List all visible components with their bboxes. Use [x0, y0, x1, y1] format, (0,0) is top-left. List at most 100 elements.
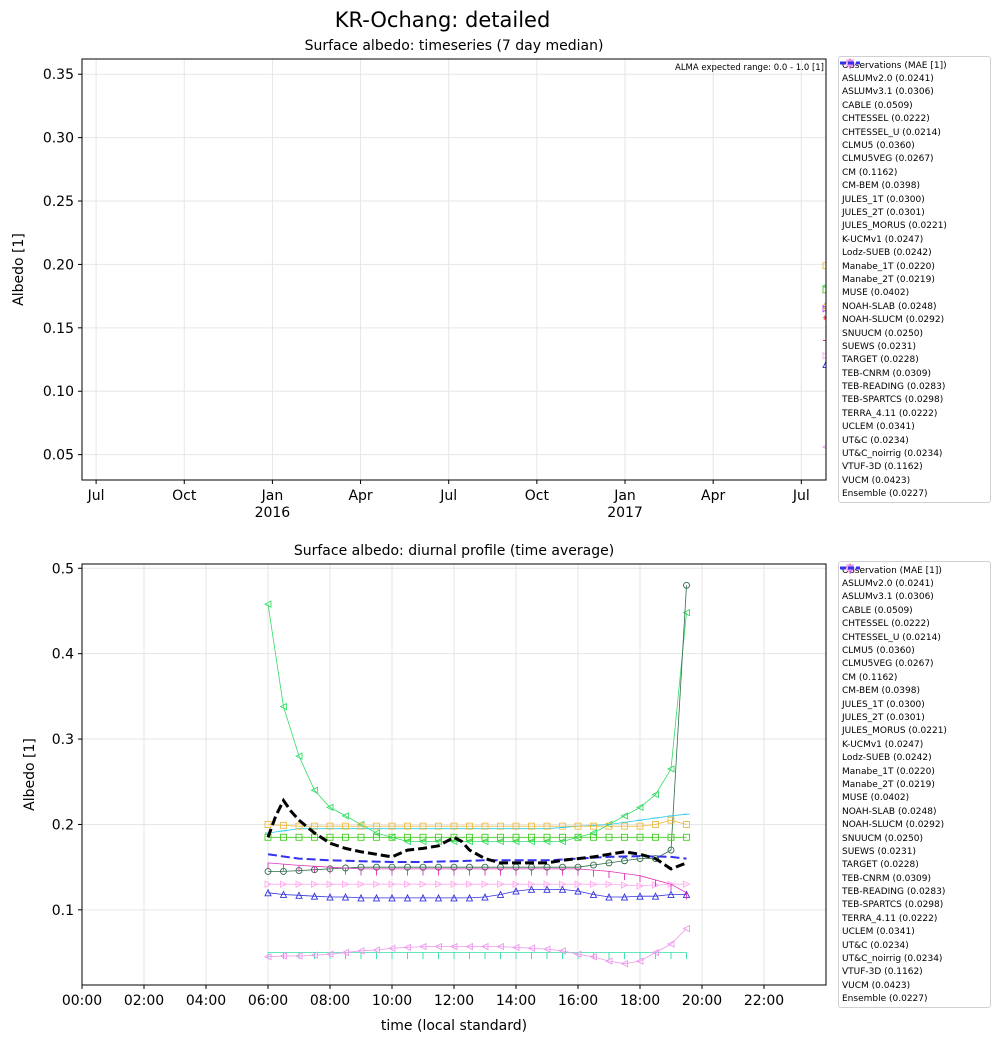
y-tick-label: 0.20 — [43, 257, 74, 273]
legend-label: CHTESSEL (0.0222) — [842, 114, 930, 125]
series-marker-vucm — [388, 880, 397, 888]
series-marker-muse — [559, 822, 566, 830]
legend-label: VUCM (0.0423) — [842, 980, 911, 991]
series-marker-muse — [683, 821, 690, 828]
series-marker-vucm — [574, 880, 583, 888]
legend-label: UT&C (0.0234) — [842, 940, 909, 951]
series-marker-vtuf-3d — [496, 942, 504, 951]
legend-item: TERRA_4.11 (0.0222) — [840, 59, 988, 420]
series-marker-muse — [667, 816, 675, 824]
series-marker-cable — [481, 893, 489, 901]
series-marker-cable — [357, 893, 365, 902]
legend-item: TEB-SPARTCS (0.0298) — [840, 62, 988, 407]
diurnal-plot: 0.1 0.2 0.3 0.4 0.5 00:00 02:00 04:00 06:00 08:00… — [22, 543, 827, 1034]
series-marker-cable — [496, 890, 505, 898]
legend-item: UT&C_noirrig (0.0234) — [840, 59, 988, 460]
legend-swatch — [840, 566, 860, 570]
series-marker-jules-1t — [466, 833, 473, 841]
legend-label: TEB-READING (0.0283) — [842, 887, 946, 898]
series-marker-cm-bem — [682, 608, 690, 617]
y-tick-label: 0.35 — [43, 67, 74, 83]
series-marker-jules-1t — [822, 286, 826, 294]
series-marker-vtuf-3d — [465, 942, 473, 951]
series-marker-vtuf-3d — [356, 947, 365, 955]
series-marker-cable — [558, 885, 567, 893]
legend-item: TEB-CNRM (0.0309) — [840, 62, 988, 380]
series-marker-cm-bem — [279, 702, 287, 711]
series-marker-vtuf-3d — [434, 942, 442, 951]
series-marker-jules-1t — [373, 833, 380, 841]
series-marker-cable — [822, 360, 826, 369]
y-tick-label: 0.4 — [52, 647, 74, 663]
series-marker-vtuf-3d — [449, 942, 458, 951]
series-marker-cable — [295, 891, 303, 899]
timeseries-legend: Observations (MAE [1]) ASLUMv2.0 (0.0241)… — [838, 56, 991, 503]
legend-item: VTUF-3D (0.1162) — [840, 564, 988, 979]
x-tick-label: Apr — [701, 488, 725, 504]
x-tick-label: 16:00 — [558, 993, 598, 1009]
series-marker-muse — [621, 822, 628, 830]
x-tick-sublabel: 2017 — [607, 505, 643, 521]
series-marker-muse — [357, 822, 365, 830]
y-tick-label: 0.2 — [52, 817, 74, 833]
series-marker-jules-1t — [326, 833, 334, 841]
legend-label: TARGET (0.0228) — [842, 860, 919, 871]
legend-label: NOAH-SLUCM (0.0292) — [842, 315, 945, 326]
series-marker-jules-1t — [605, 833, 613, 841]
series-marker-vucm — [435, 880, 443, 888]
series-marker-vucm — [621, 881, 629, 889]
legend-label: UCLEM (0.0341) — [842, 422, 915, 433]
legend-item: ASLUMv2.0 (0.0241) — [840, 566, 988, 590]
series-marker-muse — [388, 822, 396, 830]
legend-label: Observations (MAE [1]) — [842, 60, 947, 71]
series-marker-vtuf-3d — [682, 924, 690, 933]
legend-item: UCLEM (0.0341) — [840, 564, 988, 939]
legend-label: MUSE (0.0402) — [842, 793, 910, 804]
series-line-muse — [267, 819, 687, 827]
x-tick-label: 14:00 — [496, 993, 536, 1009]
legend-label: Manabe_2T (0.0219) — [842, 274, 935, 285]
legend-label: TEB-READING (0.0283) — [842, 382, 946, 393]
y-tick-label: 0.15 — [43, 321, 74, 337]
series-group — [821, 262, 826, 464]
series-marker-muse — [404, 822, 411, 830]
legend-label: CABLE (0.0509) — [842, 100, 913, 111]
legend-item: TEB-READING (0.0283) — [840, 567, 988, 898]
legend-label: MUSE (0.0402) — [842, 288, 910, 299]
series-marker-jules-1t — [559, 833, 566, 841]
series-marker-uclem — [822, 305, 826, 313]
legend-label: Manabe_1T (0.0220) — [842, 261, 935, 272]
series-marker-vucm — [528, 880, 536, 888]
series-marker-vtuf-3d — [666, 940, 675, 948]
series-marker-vucm — [512, 880, 521, 888]
legend-label: CM (0.1162) — [842, 167, 898, 178]
series-marker-muse — [481, 822, 489, 830]
legend-label: TEB-CNRM (0.0309) — [842, 368, 932, 379]
series-marker-cable — [574, 887, 582, 895]
series-marker-jules-1t — [404, 833, 411, 841]
series-marker-vucm — [559, 880, 567, 888]
series-marker-cable — [512, 887, 520, 895]
legend-item: Lodz-SUEB (0.0242) — [840, 59, 988, 259]
y-axis-label: Albedo [1] — [11, 233, 27, 306]
legend-item: VTUF-3D (0.1162) — [840, 59, 988, 474]
series-marker-cm-bem — [325, 803, 334, 812]
series-marker-muse — [822, 262, 826, 270]
x-tick-label: 06:00 — [248, 993, 288, 1009]
legend-item: NOAH-SLAB (0.0248) — [840, 563, 988, 818]
x-tick-label: 12:00 — [434, 993, 474, 1009]
series-marker-cm-bem — [263, 600, 272, 608]
series-marker-vtuf-3d — [604, 957, 613, 965]
legend-label: CM-BEM (0.0398) — [842, 181, 920, 192]
legend-label: TEB-CNRM (0.0309) — [842, 873, 932, 884]
series-marker-jules-1t — [295, 833, 303, 841]
x-tick-label: 18:00 — [620, 993, 660, 1009]
series-marker-jules-1t — [342, 833, 349, 841]
series-marker-cable — [434, 893, 443, 902]
series-marker-jules-1t — [621, 833, 628, 841]
series-marker-vucm — [295, 880, 304, 888]
legend-item: Ensemble (0.0227) — [840, 61, 988, 501]
series-line-ensemble — [267, 853, 687, 863]
series-marker-vucm — [326, 880, 335, 888]
